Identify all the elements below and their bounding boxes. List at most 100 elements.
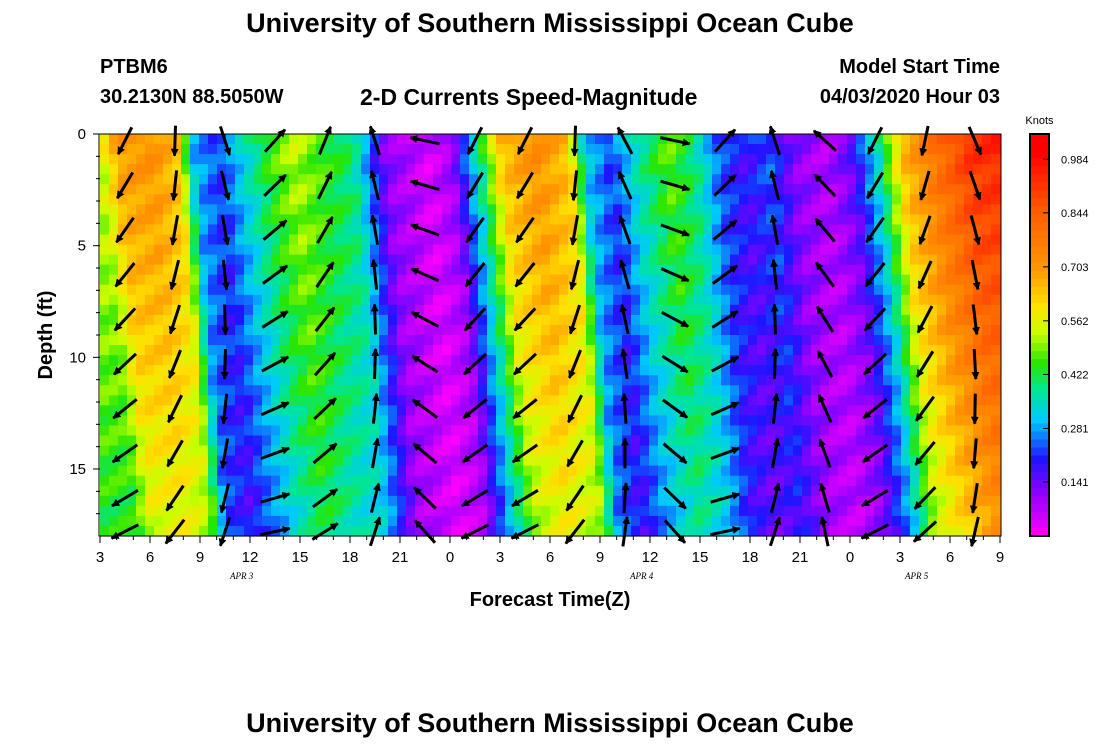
heatmap-cell: [424, 214, 434, 226]
heatmap-cell: [748, 184, 758, 195]
heatmap-cell: [595, 415, 605, 427]
heatmap-cell: [847, 355, 857, 366]
heatmap-cell: [415, 284, 425, 296]
heatmap-cell: [262, 284, 272, 296]
heatmap-cell: [199, 445, 209, 457]
heatmap-cell: [505, 234, 515, 246]
heatmap-cell: [649, 314, 659, 326]
heatmap-cell: [244, 465, 254, 477]
heatmap-cell: [298, 495, 308, 507]
heatmap-cell: [100, 254, 110, 266]
heatmap-cell: [586, 204, 596, 215]
heatmap-cell: [766, 335, 776, 346]
heatmap-cell: [505, 214, 515, 226]
heatmap-cell: [883, 264, 893, 276]
heatmap-cell: [469, 164, 479, 175]
heatmap-cell: [748, 335, 758, 346]
heatmap-cell: [577, 274, 587, 286]
heatmap-cell: [424, 154, 434, 165]
current-vector-arrow: [713, 173, 737, 197]
heatmap-cell: [190, 365, 200, 376]
heatmap-cell: [613, 435, 623, 447]
heatmap-cell: [496, 495, 506, 507]
heatmap-cell: [820, 324, 830, 336]
heatmap-cell: [766, 224, 776, 236]
heatmap-cell: [775, 385, 785, 396]
heatmap-cell: [631, 204, 641, 215]
heatmap-cell: [541, 345, 551, 356]
heatmap-cell: [379, 154, 389, 165]
heatmap-cell: [757, 515, 767, 527]
heatmap-cell: [991, 264, 1001, 276]
heatmap-cell: [775, 204, 785, 215]
heatmap-cell: [415, 234, 425, 246]
heatmap-cell: [928, 144, 938, 155]
heatmap-cell: [874, 525, 884, 537]
current-vector-arrow: [411, 354, 439, 374]
heatmap-cell: [550, 184, 560, 195]
heatmap-cell: [190, 274, 200, 286]
heatmap-cell: [190, 495, 200, 507]
heatmap-cell: [685, 445, 695, 457]
heatmap-cell: [712, 395, 722, 406]
heatmap-cell: [622, 465, 632, 477]
current-vector-arrow: [219, 438, 230, 470]
heatmap-cell: [685, 194, 695, 205]
heatmap-cell: [856, 385, 866, 396]
colorbar-swatch: [1030, 415, 1049, 425]
heatmap-cell: [397, 214, 407, 226]
heatmap-cell: [397, 164, 407, 175]
heatmap-cell: [982, 425, 992, 437]
heatmap-cell: [838, 164, 848, 175]
heatmap-cell: [784, 475, 794, 487]
heatmap-cell: [955, 475, 965, 487]
colorbar-swatch: [1030, 495, 1049, 505]
heatmap-cell: [505, 395, 515, 406]
heatmap-cell: [883, 365, 893, 376]
heatmap-cell: [928, 385, 938, 396]
heatmap-cell: [667, 345, 677, 356]
heatmap-cell: [991, 184, 1001, 195]
heatmap-cell: [793, 505, 803, 517]
heatmap-cell: [271, 345, 281, 356]
heatmap-cell: [622, 134, 632, 145]
heatmap-cell: [379, 505, 389, 517]
heatmap-cell: [703, 395, 713, 406]
heatmap-cell: [469, 335, 479, 346]
colorbar-swatch: [1030, 134, 1049, 143]
heatmap-cell: [352, 304, 362, 316]
heatmap-cell: [964, 154, 974, 165]
heatmap-cell: [253, 495, 263, 507]
heatmap-cell: [361, 304, 371, 316]
heatmap-cell: [316, 455, 326, 467]
heatmap-cell: [244, 395, 254, 406]
heatmap-cell: [658, 234, 668, 246]
heatmap-cell: [559, 194, 569, 205]
current-vector-arrow: [770, 437, 781, 469]
heatmap-cell: [361, 174, 371, 185]
heatmap-cell: [649, 485, 659, 497]
heatmap-cell: [694, 405, 704, 416]
heatmap-cell: [766, 264, 776, 276]
heatmap-cell: [802, 284, 812, 296]
heatmap-cell: [496, 144, 506, 155]
heatmap-cell: [811, 355, 821, 366]
heatmap-cell: [595, 154, 605, 165]
heatmap-cell: [541, 254, 551, 266]
heatmap-cell: [694, 525, 704, 537]
heatmap-cell: [433, 154, 443, 165]
heatmap-cell: [982, 495, 992, 507]
heatmap-cell: [541, 204, 551, 215]
heatmap-cell: [973, 445, 983, 457]
heatmap-cell: [856, 244, 866, 256]
heatmap-cell: [361, 164, 371, 175]
y-tick-label: 0: [78, 126, 86, 143]
heatmap-cell: [433, 324, 443, 336]
heatmap-cell: [235, 345, 245, 356]
heatmap-cell: [712, 284, 722, 296]
heatmap-cell: [766, 174, 776, 185]
heatmap-cell: [163, 485, 173, 497]
heatmap-cell: [388, 154, 398, 165]
heatmap-cell: [955, 365, 965, 376]
heatmap-cell: [154, 194, 164, 205]
